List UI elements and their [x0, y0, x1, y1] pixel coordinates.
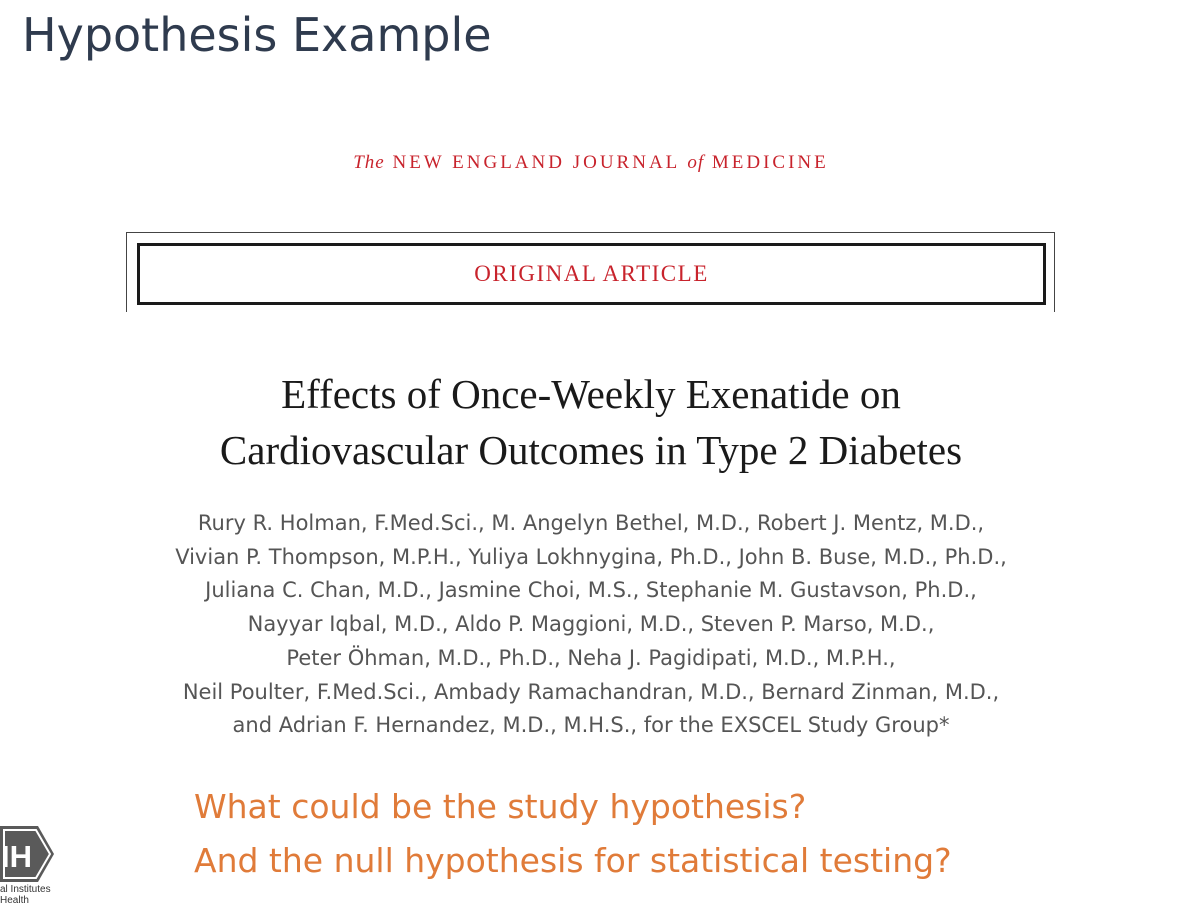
nih-caption-line: al Institutes [0, 884, 51, 895]
nih-logo-caption: al Institutes Health [0, 884, 51, 906]
author-line: Neil Poulter, F.Med.Sci., Ambady Ramacha… [182, 679, 1000, 704]
paper-title-line: Effects of Once-Weekly Exenatide on [281, 371, 901, 417]
journal-name-part2: MEDICINE [711, 152, 829, 173]
nih-logo-icon: IH [0, 826, 54, 882]
author-line: Vivian P. Thompson, M.P.H., Yuliya Lokhn… [175, 544, 1007, 569]
author-line: Nayyar Iqbal, M.D., Aldo P. Maggioni, M.… [247, 612, 935, 637]
journal-name: The NEW ENGLAND JOURNAL of MEDICINE [0, 152, 1182, 174]
original-article-label: ORIGINAL ARTICLE [474, 261, 709, 286]
question-null-hypothesis: And the null hypothesis for statistical … [194, 841, 952, 880]
journal-name-part1: NEW ENGLAND JOURNAL [392, 152, 680, 173]
original-article-banner: ORIGINAL ARTICLE [137, 243, 1046, 305]
author-list: Rury R. Holman, F.Med.Sci., M. Angelyn B… [0, 507, 1182, 743]
author-line: Juliana C. Chan, M.D., Jasmine Choi, M.S… [205, 578, 977, 603]
journal-prefix: The [353, 152, 385, 173]
paper-title-line: Cardiovascular Outcomes in Type 2 Diabet… [219, 427, 963, 473]
question-study-hypothesis: What could be the study hypothesis? [194, 787, 807, 826]
author-line: Rury R. Holman, F.Med.Sci., M. Angelyn B… [197, 511, 985, 535]
nih-logo-mark: IH [1, 839, 32, 874]
author-line: Peter Öhman, M.D., Ph.D., Neha J. Pagidi… [286, 645, 896, 670]
journal-connector: of [687, 152, 705, 173]
author-line: and Adrian F. Hernandez, M.D., M.H.S., f… [232, 713, 950, 738]
slide-title: Hypothesis Example [22, 8, 492, 62]
paper-title: Effects of Once-Weekly Exenatide on Card… [0, 366, 1182, 478]
nih-caption-line: Health [0, 895, 29, 906]
article-header-frame [126, 232, 1055, 312]
